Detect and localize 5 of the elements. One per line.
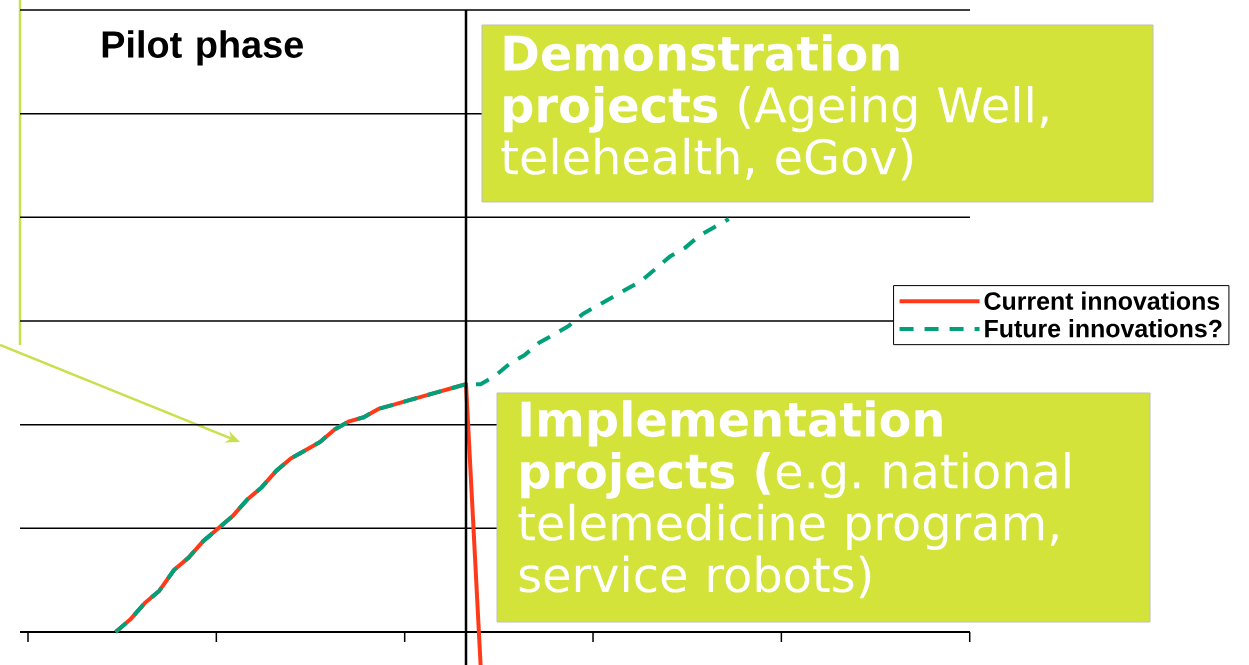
legend-label: Current innovations: [984, 291, 1220, 310]
legend-label: Future innovations?: [985, 319, 1222, 338]
text: Pilot phase: [102, 30, 303, 66]
text: Demonstration projects (Ageing Well, telehealth, eGov): [501, 34, 1048, 181]
annotation: Implementation projects (e.g. national telemedicine program, service robots): [518, 400, 1070, 599]
